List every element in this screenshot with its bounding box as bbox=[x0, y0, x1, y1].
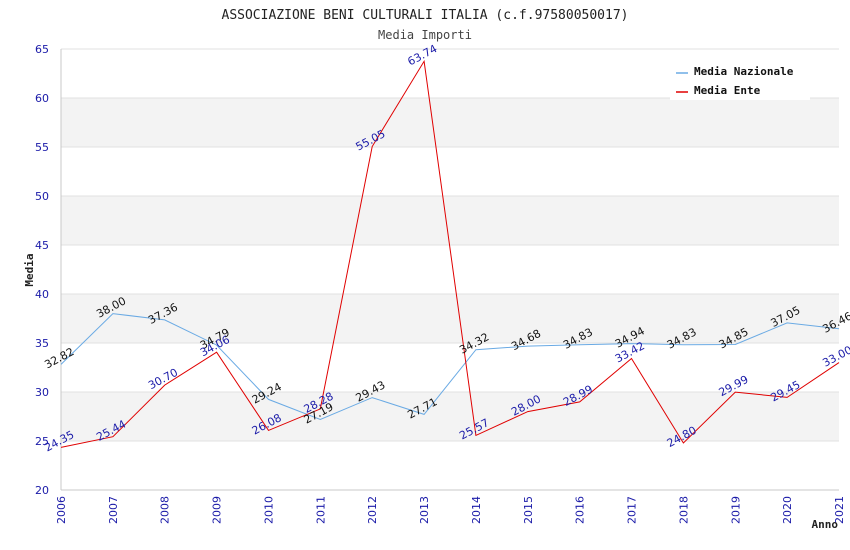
x-tick-label: 2010 bbox=[262, 496, 275, 524]
y-tick-label: 40 bbox=[35, 288, 49, 301]
x-tick-label: 2012 bbox=[366, 496, 379, 524]
x-tick-label: 2018 bbox=[677, 496, 690, 524]
series-lines bbox=[60, 59, 840, 448]
plot-band bbox=[61, 98, 839, 147]
legend: Media Nazionale Media Ente bbox=[670, 58, 810, 100]
x-tick-label: 2011 bbox=[314, 496, 327, 524]
axes bbox=[60, 49, 839, 491]
y-tick-label: 60 bbox=[35, 92, 49, 105]
x-tick-label: 2013 bbox=[418, 496, 431, 524]
x-tick-label: 2019 bbox=[729, 496, 742, 524]
y-tick-label: 30 bbox=[35, 386, 49, 399]
chart-title: ASSOCIAZIONE BENI CULTURALI ITALIA (c.f.… bbox=[222, 8, 629, 23]
plot-bands bbox=[61, 98, 839, 441]
data-label: 24.35 bbox=[42, 428, 76, 454]
y-tick-label: 45 bbox=[35, 239, 49, 252]
x-tick-label: 2017 bbox=[626, 496, 639, 524]
x-tick-label: 2014 bbox=[470, 496, 483, 524]
legend-box bbox=[670, 58, 810, 100]
x-tick-label: 2015 bbox=[522, 496, 535, 524]
y-axis-label: Media bbox=[23, 253, 36, 286]
x-tick-label: 2016 bbox=[574, 496, 587, 524]
y-tick-label: 35 bbox=[35, 337, 49, 350]
x-tick-label: 2009 bbox=[211, 496, 224, 524]
y-tick-label: 50 bbox=[35, 190, 49, 203]
y-tick-labels: 20 25 30 35 40 45 50 55 60 65 bbox=[35, 43, 49, 497]
x-tick-label: 2008 bbox=[159, 496, 172, 524]
x-tick-label: 2006 bbox=[55, 496, 68, 524]
legend-entry-media-ente: Media Ente bbox=[694, 84, 761, 97]
y-tick-label: 65 bbox=[35, 43, 49, 56]
plot-band bbox=[61, 392, 839, 441]
y-tick-label: 25 bbox=[35, 435, 49, 448]
series-line-media-nazionale bbox=[60, 313, 840, 421]
series-line-media-ente bbox=[60, 59, 840, 448]
y-tick-label: 55 bbox=[35, 141, 49, 154]
data-label: 30.70 bbox=[146, 366, 180, 392]
x-tick-label: 2007 bbox=[107, 496, 120, 524]
plot-band bbox=[61, 196, 839, 245]
y-tick-label: 20 bbox=[35, 484, 49, 497]
x-tick-label: 2021 bbox=[833, 496, 846, 524]
x-axis-label: Anno bbox=[812, 518, 839, 531]
chart-subtitle: Media Importi bbox=[378, 28, 472, 42]
plot-band bbox=[61, 294, 839, 343]
x-tick-label: 2020 bbox=[781, 496, 794, 524]
legend-entry-media-nazionale: Media Nazionale bbox=[694, 65, 794, 78]
x-tick-labels: 2006 2007 2008 2009 2010 2011 2012 2013 2014 2015… bbox=[55, 496, 846, 524]
